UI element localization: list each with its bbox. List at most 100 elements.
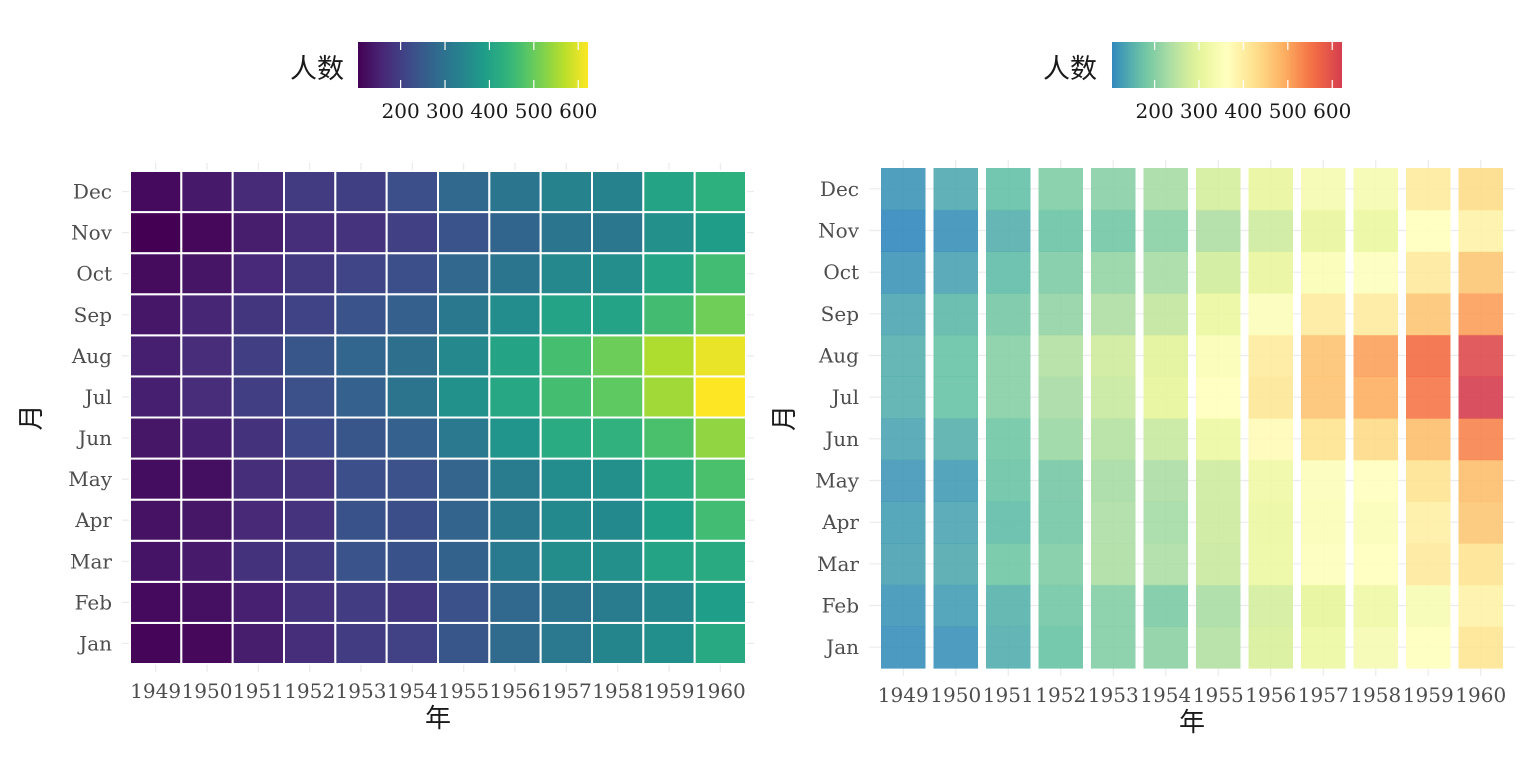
x-tick-label: 1951 (233, 679, 284, 703)
y-tick-label: Dec (820, 177, 859, 201)
x-tick-label: 1957 (541, 679, 592, 703)
tile-1956-Aug (1248, 334, 1293, 377)
tile-1952-Jul (1038, 376, 1083, 419)
x-tick-label: 1955 (1193, 683, 1244, 707)
tile-1954-Sep (385, 293, 439, 337)
tile-1959-Feb (1406, 584, 1451, 627)
tile-1956-Jan (488, 621, 542, 666)
tile-1955-May (1196, 459, 1241, 502)
x-tick-label: 1953 (336, 679, 387, 703)
tile-1950-Jun (933, 418, 978, 461)
tile-1956-Nov (1248, 209, 1293, 252)
tile-1950-Dec (180, 170, 234, 214)
tile-1956-Dec (1248, 168, 1293, 211)
x-axis-title: 年 (1179, 708, 1205, 738)
heatmap-panel-1: 1949 1950 1951 1952 1953 1954 1955 1956 1957 1958… (17, 42, 754, 734)
legend-tick-label: 400 (470, 99, 508, 123)
tile-1957-Dec (1301, 168, 1346, 211)
x-tick-label: 1949 (130, 679, 181, 703)
tile-1958-Sep (591, 293, 645, 337)
tile-1951-Feb (986, 584, 1031, 627)
y-tick-label: Aug (71, 344, 112, 368)
tile-1954-Jul (1143, 376, 1188, 419)
tile-1959-Jun (642, 416, 696, 460)
tile-1960-Jun (693, 416, 748, 460)
tile-1960-Sep (1458, 293, 1503, 336)
tile-1954-Jan (385, 621, 439, 666)
tile-1959-Jun (1406, 418, 1451, 461)
y-tick-label: May (815, 469, 859, 493)
tile-1958-Jan (591, 621, 645, 666)
y-tick-label: Jul (830, 385, 859, 409)
x-tick-label: 1956 (1245, 683, 1296, 707)
tile-1951-May (986, 459, 1031, 502)
x-tick-label: 1958 (592, 679, 643, 703)
tile-1954-Aug (385, 334, 439, 378)
tile-1953-Dec (334, 170, 388, 214)
legend-colorbar (358, 42, 588, 88)
tile-1955-Nov (437, 211, 491, 255)
x-tick-label: 1954 (387, 679, 438, 703)
tile-1960-Apr (1458, 501, 1503, 544)
tile-1955-Aug (1196, 334, 1241, 377)
tile-1953-Nov (334, 211, 388, 255)
tile-1953-Mar (334, 539, 388, 583)
tile-1955-Mar (437, 539, 491, 583)
y-tick-label: Mar (70, 549, 112, 573)
tile-1951-Nov (986, 209, 1031, 252)
tile-1958-Nov (1353, 209, 1398, 252)
tile-1952-Mar (283, 539, 337, 583)
tile-1952-Aug (1038, 334, 1083, 377)
tile-1953-Feb (1091, 584, 1136, 627)
tile-1957-Jun (1301, 418, 1346, 461)
tile-1955-Apr (437, 498, 491, 542)
tile-1959-Jul (642, 375, 696, 419)
y-axis-title: 月 (17, 404, 47, 430)
tile-1949-May (129, 457, 183, 501)
tile-1950-Jul (933, 376, 978, 419)
tile-1950-Nov (180, 211, 234, 255)
tile-1949-Aug (881, 334, 926, 377)
tile-1949-Sep (881, 293, 926, 336)
tile-1951-Mar (231, 539, 286, 583)
tile-1958-Nov (591, 211, 645, 255)
tile-1952-Dec (283, 170, 337, 214)
tile-1950-Feb (180, 580, 234, 624)
tile-1956-Sep (488, 293, 542, 337)
tile-1954-Jan (1143, 626, 1188, 669)
tile-1958-Jul (1353, 376, 1398, 419)
tile-1955-Jan (437, 621, 491, 666)
tile-1959-Mar (1406, 543, 1451, 586)
tile-1951-Oct (231, 252, 286, 296)
tile-1956-Nov (488, 211, 542, 255)
tile-1949-Apr (881, 501, 926, 544)
y-tick-label: Oct (823, 260, 859, 284)
y-tick-label: Feb (822, 594, 859, 618)
tile-1956-Jun (1248, 418, 1293, 461)
tile-1958-Feb (1353, 584, 1398, 627)
y-tick-label: Nov (818, 219, 860, 243)
tile-1959-Nov (1406, 209, 1451, 252)
tile-1950-Feb (933, 584, 978, 627)
tile-1960-Oct (693, 252, 748, 296)
tile-1956-Jul (488, 375, 542, 419)
y-tick-label: Jan (77, 631, 112, 655)
tile-1956-Jul (1248, 376, 1293, 419)
tile-1959-Dec (642, 170, 696, 214)
tile-1953-Apr (1091, 501, 1136, 544)
tile-1950-Mar (933, 543, 978, 586)
y-tick-label: Apr (821, 510, 859, 534)
tile-1959-Jan (642, 621, 696, 666)
tile-1954-Mar (1143, 543, 1188, 586)
tile-1960-Aug (1458, 334, 1503, 377)
x-tick-label: 1950 (182, 679, 233, 703)
tile-1949-Jun (129, 416, 183, 460)
y-tick-label: Jul (83, 385, 112, 409)
tile-1957-Apr (1301, 501, 1346, 544)
tile-1957-Aug (1301, 334, 1346, 377)
x-tick-label: 1952 (284, 679, 335, 703)
tile-1951-Jun (231, 416, 286, 460)
tile-1954-Mar (385, 539, 439, 583)
tile-1958-Feb (591, 580, 645, 624)
